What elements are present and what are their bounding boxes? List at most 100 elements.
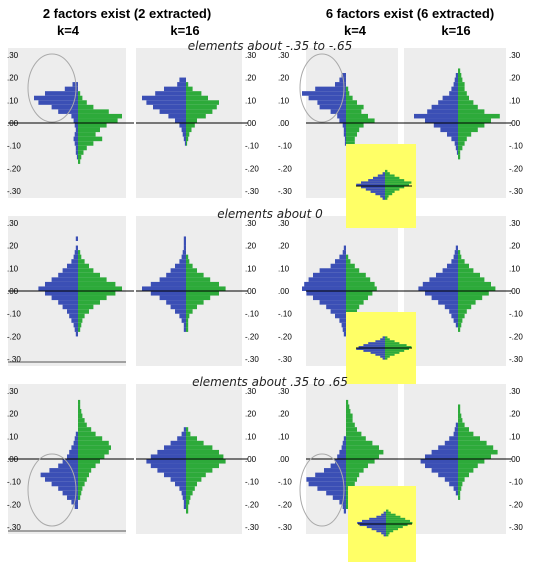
r2c2-blue-bar-19 [183, 322, 186, 328]
r3c1-green-bar-8 [78, 436, 103, 441]
r2c4-green-bar-14 [458, 309, 467, 314]
r2c1-tick-label-3: .00 [7, 287, 19, 296]
r2c3-blue-bar-14 [330, 309, 346, 314]
r2c1-blue-bar-9 [51, 277, 78, 282]
r3c3-inset-green-bar-2 [386, 513, 396, 516]
r3c4-green-bar-16 [458, 477, 465, 482]
r3c4-tick-label-4: -.10 [509, 478, 523, 487]
r1c3-blue-bar-12 [343, 127, 346, 133]
r1c4-green-bar-12 [458, 123, 485, 128]
r3c3-inset-blue-bar-1 [383, 511, 386, 514]
r3c2-green-bar-13 [186, 481, 197, 487]
r2c3-inset-green-bar-11 [385, 357, 388, 360]
r1c1-blue-bar-16 [76, 154, 78, 160]
r2c4-blue-bar-6 [436, 272, 458, 278]
r2c3-blue-bar-15 [335, 313, 346, 319]
r2c4-tick-label-3: .00 [509, 287, 521, 296]
r1c3-inset-blue-bar-7 [361, 186, 385, 189]
r2c3-green-bar-6 [346, 272, 366, 278]
r3c1-green-bar-6 [78, 427, 92, 432]
r2c3-inset-blue-bar-10 [380, 355, 385, 358]
r2c3-tick-label-1: .20 [278, 242, 290, 251]
r2c4-green-bar-12 [458, 300, 476, 305]
r2c1-blue-bar-2 [75, 245, 78, 251]
r1c2-blue-bar-7 [159, 109, 186, 114]
r2c2-green-bar-12 [186, 291, 219, 296]
r2c3-blue-bar-9 [302, 286, 346, 291]
r3c3-green-bar-8 [346, 436, 366, 441]
r1c4-green-bar-5 [458, 91, 467, 96]
r3c1-tick-label-1: .20 [7, 410, 19, 419]
r3c3-inset-blue-bar-10 [376, 530, 386, 533]
r3c4-green-bar-15 [458, 472, 469, 478]
r2c3-tick-label-2: .10 [278, 264, 290, 273]
r2c1-green-bar-10 [78, 281, 116, 287]
r3c3-inset-blue-bar-6 [357, 521, 386, 524]
r1c4-blue-bar-7 [438, 100, 458, 105]
r2c2-green-bar-17 [186, 313, 190, 319]
r1c4-blue-bar-8 [431, 104, 458, 110]
r2c2-green-bar-7 [186, 268, 197, 273]
r2c3-green-bar-7 [346, 277, 371, 282]
r3c4-blue-bar-19 [455, 490, 458, 496]
r1c1-blue-bar-13 [74, 141, 78, 146]
r1c1-blue-bar-11 [74, 132, 78, 137]
r3c3-inset-green-bar-4 [386, 517, 406, 520]
r1c3-inset-blue-bar-9 [370, 190, 385, 193]
r1c4-blue-bar-4 [451, 86, 458, 92]
column-label-3: k=4 [344, 23, 367, 38]
r2c4-green-bar-5 [458, 268, 474, 273]
r2c3-blue-bar-10 [306, 291, 346, 296]
r3c2-tick-label-0: .30 [245, 387, 257, 396]
r2c1-blue-bar-3 [74, 250, 78, 255]
r2c3-green-bar-12 [346, 300, 364, 305]
r2c4-blue-bar-5 [442, 268, 458, 273]
r1c3-tick-label-4: -.10 [278, 142, 292, 151]
r1c2-blue-bar-3 [155, 91, 186, 96]
r3c4-blue-bar-4 [455, 422, 458, 428]
r1c2-blue-bar-4 [142, 95, 186, 101]
r3c3-green-bar-12 [346, 454, 379, 459]
r2c2-blue-bar-18 [181, 318, 186, 323]
r1c1-blue-bar-4 [38, 100, 78, 105]
r2c3-inset-green-bar-2 [385, 340, 395, 343]
r2c3-inset-green-bar-1 [385, 338, 390, 341]
r3c1-tick-label-2: .10 [7, 432, 19, 441]
r2c2-green-bar-20 [186, 327, 189, 332]
r3c1-green-bar-9 [78, 440, 109, 446]
r1c4-tick-label-3: .00 [509, 119, 521, 128]
column-label-1: k=4 [57, 23, 80, 38]
r2c4-blue-bar-17 [455, 322, 458, 328]
r3c3-tick-label-5: -.20 [278, 500, 292, 509]
r3c3-green-bar-5 [346, 422, 355, 428]
r1c1-tick-label-4: -.10 [7, 142, 21, 151]
r2c2-blue-bar-12 [150, 291, 186, 296]
r3c1-green-bar-2 [78, 409, 82, 414]
r2c1-blue-bar-14 [58, 300, 78, 305]
r1c3-inset-green-bar-4 [385, 179, 405, 182]
r1c4-tick-label-5: -.20 [509, 164, 523, 173]
r2c4-green-bar-6 [458, 272, 480, 278]
r1c3-inset-blue-bar-12 [382, 197, 385, 200]
r1c2-green-bar-5 [186, 100, 219, 105]
r3c4-tick-label-1: .20 [509, 410, 521, 419]
r2c2-green-bar-16 [186, 309, 193, 314]
r1c2-blue-bar-6 [153, 104, 186, 110]
r2c3-inset-green-bar-10 [385, 355, 390, 358]
r2c3-inset-green-bar-5 [385, 346, 412, 348]
r2c1-blue-bar-11 [38, 286, 78, 291]
r3c3-inset-blue-bar-7 [359, 524, 386, 527]
r1c2-blue-bar-0 [179, 77, 186, 83]
r1c2-green-bar-9 [186, 118, 197, 123]
r2c4-tick-label-1: .20 [509, 242, 521, 251]
r3c1-tick-label-0: .30 [7, 387, 19, 396]
r1c2-tick-label-6: -.30 [245, 187, 259, 196]
r3c2-blue-bar-4 [170, 440, 186, 446]
r3c4-tick-label-5: -.20 [509, 500, 523, 509]
r3c3-inset-green-bar-11 [386, 532, 390, 535]
r2c3-green-bar-8 [346, 281, 375, 287]
r2c2-green-bar-8 [186, 272, 204, 278]
r2c1-green-bar-15 [78, 304, 94, 310]
r3c3-tick-label-6: -.30 [278, 523, 292, 532]
r1c3-inset-green-bar-8 [385, 188, 400, 191]
